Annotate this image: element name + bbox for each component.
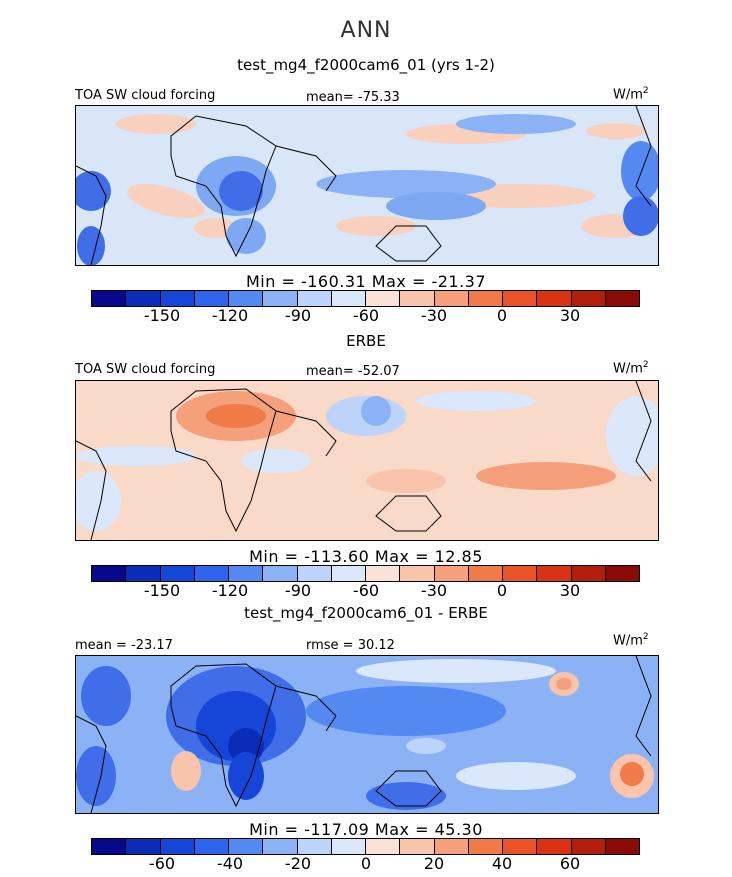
colorbar-swatch bbox=[503, 566, 538, 581]
tick-label: -60 bbox=[148, 854, 176, 873]
colorbar-swatch bbox=[194, 839, 229, 854]
tick-label: -30 bbox=[420, 306, 448, 325]
colorbar-swatch bbox=[331, 839, 366, 854]
colorbar-swatch bbox=[126, 839, 161, 854]
colorbar-swatch bbox=[126, 291, 161, 306]
colorbar-swatch bbox=[331, 566, 366, 581]
colorbar-swatch bbox=[468, 291, 503, 306]
panel1-variable-label: TOA SW cloud forcing bbox=[75, 88, 216, 103]
panel3-mean-label: mean = -23.17 bbox=[75, 638, 173, 653]
tick-label: -120 bbox=[211, 306, 249, 325]
colorbar-swatch bbox=[229, 566, 264, 581]
colorbar-swatch bbox=[503, 839, 538, 854]
tick-label: 40 bbox=[491, 854, 513, 873]
panel2-variable-label: TOA SW cloud forcing bbox=[75, 362, 216, 377]
tick-label: 30 bbox=[559, 306, 581, 325]
tick-label: 0 bbox=[496, 306, 508, 325]
tick-label: 20 bbox=[423, 854, 445, 873]
colorbar-swatch bbox=[605, 291, 639, 306]
colorbar-swatch bbox=[92, 566, 127, 581]
panel1-title: test_mg4_f2000cam6_01 (yrs 1-2) bbox=[237, 56, 495, 74]
colorbar-swatch bbox=[366, 566, 401, 581]
tick-label: -60 bbox=[352, 581, 380, 600]
colorbar-swatch bbox=[400, 566, 435, 581]
colorbar-swatch bbox=[263, 839, 298, 854]
panel1-minmax: Min = -160.31 Max = -21.37 bbox=[245, 272, 487, 291]
colorbar-swatch bbox=[331, 291, 366, 306]
panel3-rmse-label: rmse = 30.12 bbox=[306, 638, 395, 653]
colorbar-swatch bbox=[297, 291, 332, 306]
colorbar-swatch bbox=[537, 839, 572, 854]
tick-label: -90 bbox=[284, 581, 312, 600]
panel2-map bbox=[75, 380, 659, 541]
colorbar-swatch bbox=[229, 291, 264, 306]
colorbar-swatch bbox=[571, 291, 606, 306]
panel2-minmax: Min = -113.60 Max = 12.85 bbox=[249, 547, 483, 566]
colorbar-swatch bbox=[434, 291, 469, 306]
tick-label: -30 bbox=[420, 581, 448, 600]
panel3-minmax: Min = -117.09 Max = 45.30 bbox=[249, 820, 483, 839]
tick-label: -90 bbox=[284, 306, 312, 325]
panel1-map bbox=[75, 105, 659, 266]
colorbar-swatch bbox=[366, 839, 401, 854]
colorbar-swatch bbox=[537, 291, 572, 306]
tick-label: -150 bbox=[143, 581, 181, 600]
colorbar-swatch bbox=[194, 566, 229, 581]
colorbar-swatch bbox=[126, 566, 161, 581]
panel3-title: test_mg4_f2000cam6_01 - ERBE bbox=[244, 604, 488, 622]
colorbar-swatch bbox=[434, 839, 469, 854]
colorbar-swatch bbox=[160, 291, 195, 306]
colorbar-swatch bbox=[571, 566, 606, 581]
colorbar-swatch bbox=[160, 566, 195, 581]
colorbar-swatch bbox=[400, 291, 435, 306]
tick-label: 30 bbox=[559, 581, 581, 600]
colorbar-swatch bbox=[537, 566, 572, 581]
panel3-map bbox=[75, 655, 659, 814]
panel3-units: W/m2 bbox=[613, 632, 649, 649]
colorbar-swatch bbox=[92, 291, 127, 306]
panel3-colorbar bbox=[91, 838, 640, 855]
tick-label: -60 bbox=[352, 306, 380, 325]
tick-label: -120 bbox=[211, 581, 249, 600]
colorbar-swatch bbox=[229, 839, 264, 854]
colorbar-swatch bbox=[366, 291, 401, 306]
panel2-units: W/m2 bbox=[613, 360, 649, 377]
panel2-colorbar bbox=[91, 565, 640, 582]
colorbar-swatch bbox=[160, 839, 195, 854]
colorbar-swatch bbox=[194, 291, 229, 306]
colorbar-swatch bbox=[92, 839, 127, 854]
tick-label: 0 bbox=[496, 581, 508, 600]
colorbar-swatch bbox=[605, 566, 639, 581]
panel2-title: ERBE bbox=[346, 332, 386, 350]
colorbar-swatch bbox=[605, 839, 639, 854]
colorbar-swatch bbox=[297, 839, 332, 854]
panel1-colorbar bbox=[91, 290, 640, 307]
colorbar-swatch bbox=[297, 566, 332, 581]
tick-label: 0 bbox=[360, 854, 372, 873]
panel2-mean-label: mean= -52.07 bbox=[306, 364, 400, 379]
colorbar-swatch bbox=[434, 566, 469, 581]
colorbar-swatch bbox=[468, 839, 503, 854]
colorbar-swatch bbox=[571, 839, 606, 854]
panel1-mean-label: mean= -75.33 bbox=[306, 90, 400, 105]
panel1-units: W/m2 bbox=[613, 86, 649, 103]
colorbar-swatch bbox=[503, 291, 538, 306]
tick-label: 60 bbox=[559, 854, 581, 873]
colorbar-swatch bbox=[400, 839, 435, 854]
colorbar-swatch bbox=[468, 566, 503, 581]
colorbar-swatch bbox=[263, 291, 298, 306]
tick-label: -20 bbox=[284, 854, 312, 873]
colorbar-swatch bbox=[263, 566, 298, 581]
tick-label: -150 bbox=[143, 306, 181, 325]
tick-label: -40 bbox=[216, 854, 244, 873]
figure-title: ANN bbox=[340, 18, 392, 43]
